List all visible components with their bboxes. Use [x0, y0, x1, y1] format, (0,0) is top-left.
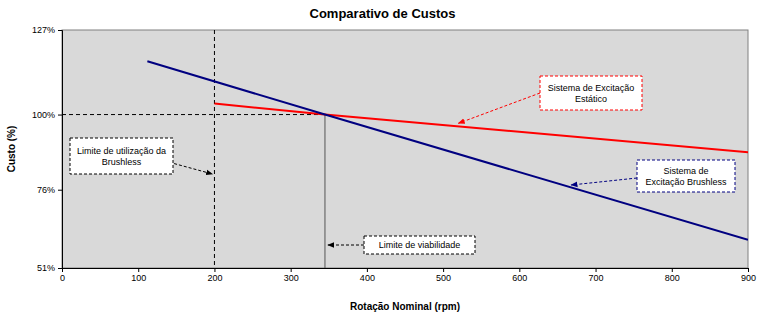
x-axis-line	[63, 269, 749, 273]
callout-box	[70, 138, 173, 174]
y-tick: 51%	[37, 263, 62, 273]
x-tick-mark	[443, 268, 444, 272]
x-tick-label: 0	[60, 273, 65, 283]
x-tick-label: 300	[284, 273, 299, 283]
chart-title: Comparativo de Custos	[310, 6, 456, 21]
x-tick: 300	[284, 268, 299, 283]
callout-arrow	[458, 93, 540, 123]
callout-box	[540, 76, 642, 110]
y-tick-mark	[58, 190, 62, 191]
reference-lines	[62, 30, 325, 268]
x-tick-mark	[519, 268, 520, 272]
x-tick-mark	[367, 268, 368, 272]
x-tick-label: 400	[360, 273, 375, 283]
reference-line	[62, 114, 325, 115]
callout-box	[364, 236, 475, 254]
series-group	[147, 61, 748, 240]
callout-arrow	[571, 178, 637, 185]
series-line	[147, 61, 748, 240]
plot-frame	[62, 30, 748, 268]
y-tick-label: 127%	[32, 25, 55, 35]
y-tick-mark	[58, 268, 62, 269]
reference-line	[214, 30, 215, 268]
y-axis-title: Custo (%)	[6, 126, 17, 173]
x-tick-mark	[672, 268, 673, 272]
y-tick-label: 51%	[37, 263, 55, 273]
callout-arrow	[328, 245, 364, 246]
x-tick-mark	[62, 268, 63, 272]
x-tick: 400	[360, 268, 375, 283]
x-tick-label: 200	[207, 273, 222, 283]
callouts: Sistema de ExcitaçãoEstático Sistema deEx…	[70, 76, 735, 254]
x-tick-mark	[596, 268, 597, 272]
x-tick-label: 900	[741, 273, 756, 283]
x-tick-mark	[291, 268, 292, 272]
x-tick: 200	[207, 268, 222, 283]
y-tick-mark	[58, 30, 62, 31]
x-tick: 800	[665, 268, 680, 283]
x-tick: 0	[60, 268, 65, 283]
callout-text: Limite de utilização daBrushless	[77, 146, 166, 167]
x-tick: 500	[436, 268, 451, 283]
y-axis-line	[58, 31, 63, 269]
x-tick: 900	[741, 268, 756, 283]
x-axis-title: Rotação Nominal (rpm)	[350, 301, 460, 312]
y-tick: 100%	[32, 110, 62, 120]
x-tick-label: 800	[665, 273, 680, 283]
chart: Comparativo de Custos 51% 76% 100% 127% 0 100 2…	[0, 0, 765, 316]
series-line	[214, 104, 748, 153]
callout-box	[637, 160, 735, 192]
y-axis: 51% 76% 100% 127%	[32, 25, 63, 273]
x-tick-label: 700	[589, 273, 604, 283]
plot: 51% 76% 100% 127% 0 100 200 300 400 500 600 700 800 9…	[32, 25, 756, 283]
x-tick: 700	[589, 268, 604, 283]
reference-line	[324, 115, 325, 268]
callout-text: Limite de viabilidade	[379, 240, 461, 250]
x-axis: 0 100 200 300 400 500 600 700 800 900	[60, 268, 756, 283]
y-tick-mark	[58, 115, 62, 116]
y-tick-label: 76%	[37, 185, 55, 195]
y-tick: 76%	[37, 185, 62, 195]
x-tick-label: 600	[512, 273, 527, 283]
x-tick-mark	[748, 268, 749, 272]
callout-text: Sistema deExcitação Brushless	[645, 166, 727, 187]
x-tick-mark	[138, 268, 139, 272]
x-tick-label: 500	[436, 273, 451, 283]
x-tick-label: 100	[131, 273, 146, 283]
callout-text: Sistema de ExcitaçãoEstático	[548, 83, 635, 104]
x-tick-mark	[214, 268, 215, 272]
y-tick-label: 100%	[32, 110, 55, 120]
x-tick: 600	[512, 268, 527, 283]
x-tick: 100	[131, 268, 146, 283]
y-tick: 127%	[32, 25, 62, 35]
